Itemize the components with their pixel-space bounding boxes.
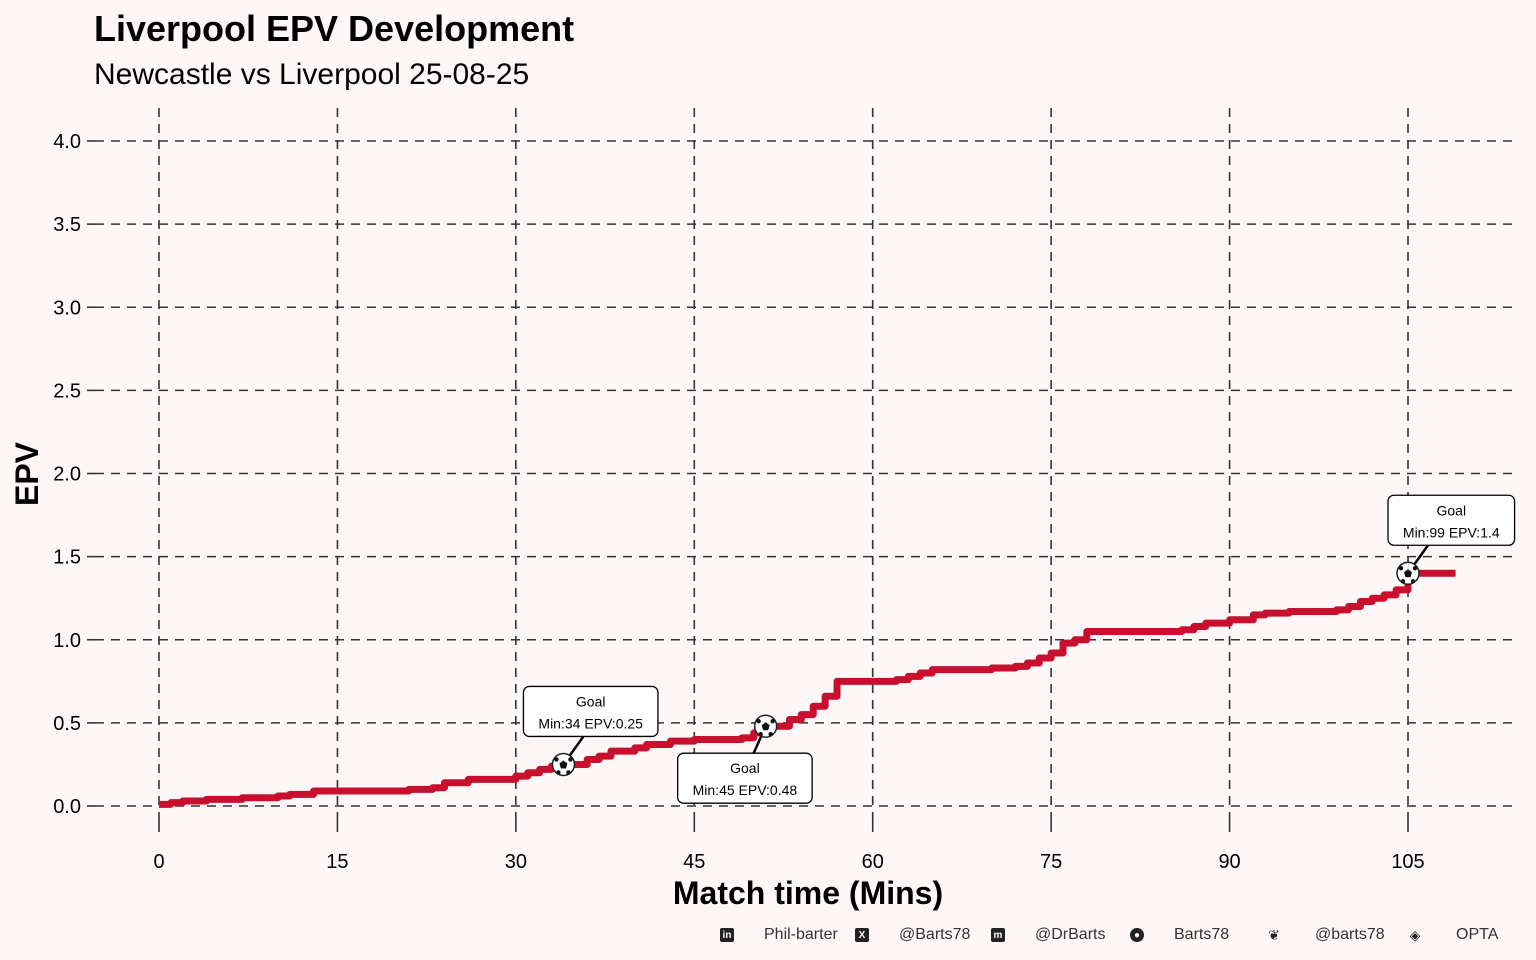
linkedin-icon: in <box>720 928 734 942</box>
x-tick-label: 30 <box>505 851 527 873</box>
annotation-label: Goal <box>576 693 606 709</box>
y-tick-label: 3.5 <box>53 214 81 236</box>
x-tick-label: 105 <box>1391 851 1424 873</box>
annotation-label: Goal <box>730 760 760 776</box>
x-axis-ticks: 0 15 30 45 60 75 90 105 <box>153 818 1425 873</box>
x-tick-label: 75 <box>1040 851 1062 873</box>
x-tick-label: 15 <box>326 851 348 873</box>
y-tick-label: 3.0 <box>53 297 81 319</box>
football-icon <box>1396 561 1420 585</box>
github-credit[interactable]: ● Barts78 <box>1130 924 1229 946</box>
football-patch <box>756 719 761 724</box>
football-patch <box>1400 579 1406 584</box>
football-patch <box>768 732 773 737</box>
source-credit: ◈ OPTA <box>1408 924 1499 946</box>
annotation-box <box>1387 494 1516 546</box>
y-tick-label: 4.0 <box>53 131 81 153</box>
football-patch <box>554 757 559 762</box>
y-tick-label: 2.0 <box>53 464 81 486</box>
goal-annotation: Goal Min:34 EPV:0.25 <box>522 685 659 777</box>
y-tick-label: 0.5 <box>53 713 81 735</box>
annotation-detail: Min:34 EPV:0.25 <box>538 715 643 731</box>
linkedin-handle: Phil-barter <box>764 926 838 943</box>
y-axis-ticks: 0.0 0.5 1.0 1.5 2.0 2.5 3.0 3.5 4.0 <box>53 131 95 818</box>
chart-subtitle: Newcastle vs Liverpool 25-08-25 <box>94 58 530 91</box>
y-tick-label: 2.5 <box>53 380 81 402</box>
football-patch <box>556 770 561 775</box>
annotation-detail: Min:99 EPV:1.4 <box>1403 524 1500 540</box>
series-layer <box>159 569 1456 808</box>
annotation-box <box>677 752 813 804</box>
y-tick-label: 0.0 <box>53 796 81 818</box>
epv-step-line <box>159 569 1456 808</box>
mastodon-icon: m <box>991 928 1005 942</box>
football-patch <box>568 757 573 762</box>
football-patch <box>1412 566 1418 571</box>
football-patch <box>1398 566 1404 571</box>
x-axis-label: Match time (Mins) <box>673 875 943 911</box>
chart-grid <box>95 108 1512 818</box>
goal-annotation: Goal Min:45 EPV:0.48 <box>677 714 813 804</box>
bluesky-icon: ❦ <box>1268 926 1280 943</box>
chart-title: Liverpool EPV Development <box>94 8 575 49</box>
dropbox-icon: ◈ <box>1409 926 1421 943</box>
bluesky-handle: @barts78 <box>1315 926 1385 943</box>
annotation-detail: Min:45 EPV:0.48 <box>693 782 798 798</box>
football-patch <box>1404 569 1412 578</box>
y-axis-label: EPV <box>9 441 45 506</box>
football-patch <box>758 732 763 737</box>
x-icon: X <box>855 928 869 942</box>
x-tick-label: 60 <box>862 851 884 873</box>
football-patch <box>1410 579 1416 584</box>
x-tick-label: 45 <box>683 851 705 873</box>
epv-line-chart: 0.0 0.5 1.0 1.5 2.0 2.5 3.0 3.5 4.0 0 15 30 45 60 75 9… <box>9 108 1516 911</box>
x-handle: @Barts78 <box>899 926 971 943</box>
annotation-box <box>522 685 659 738</box>
data-source: OPTA <box>1456 926 1499 943</box>
football-patch <box>761 722 770 731</box>
mastodon-handle: @DrBarts <box>1035 926 1106 943</box>
football-patch <box>770 719 775 724</box>
github-icon: ● <box>1130 928 1144 942</box>
football-patch <box>566 770 571 775</box>
y-tick-label: 1.0 <box>53 630 81 652</box>
linkedin-credit[interactable]: in Phil-barter <box>720 924 838 946</box>
football-icon <box>551 752 576 777</box>
x-credit[interactable]: X @Barts78 <box>855 924 970 946</box>
x-tick-label: 90 <box>1218 851 1240 873</box>
goal-annotation: Goal Min:99 EPV:1.4 <box>1387 494 1516 585</box>
football-patch <box>559 760 568 769</box>
mastodon-credit[interactable]: m @DrBarts <box>991 924 1105 946</box>
y-tick-label: 1.5 <box>53 547 81 569</box>
x-tick-label: 0 <box>153 851 164 873</box>
football-icon <box>753 714 778 738</box>
bluesky-credit[interactable]: ❦ @barts78 <box>1267 924 1385 946</box>
annotation-label: Goal <box>1437 502 1467 518</box>
github-handle: Barts78 <box>1174 926 1230 943</box>
